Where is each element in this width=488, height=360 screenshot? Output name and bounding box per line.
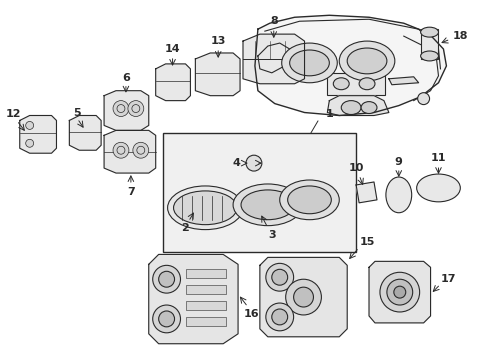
- Polygon shape: [368, 261, 429, 323]
- Circle shape: [26, 139, 34, 147]
- Ellipse shape: [233, 184, 302, 226]
- Text: 13: 13: [210, 36, 225, 46]
- Polygon shape: [69, 116, 101, 150]
- Text: 4: 4: [232, 158, 240, 168]
- Text: 17: 17: [440, 274, 455, 284]
- Circle shape: [386, 279, 412, 305]
- Text: 11: 11: [430, 153, 446, 163]
- Circle shape: [113, 142, 129, 158]
- Text: 3: 3: [267, 230, 275, 239]
- Ellipse shape: [333, 78, 348, 90]
- Text: 15: 15: [359, 237, 374, 247]
- Ellipse shape: [287, 186, 331, 214]
- Polygon shape: [326, 96, 388, 116]
- Ellipse shape: [279, 180, 339, 220]
- Bar: [186, 269, 225, 278]
- Circle shape: [158, 271, 174, 287]
- Bar: [186, 317, 225, 326]
- Circle shape: [293, 287, 313, 307]
- Ellipse shape: [281, 43, 337, 83]
- Ellipse shape: [289, 50, 328, 76]
- Polygon shape: [104, 130, 155, 173]
- Polygon shape: [355, 182, 376, 203]
- Text: 14: 14: [164, 44, 180, 54]
- Circle shape: [152, 265, 180, 293]
- Polygon shape: [254, 15, 446, 116]
- Text: 1: 1: [325, 108, 332, 118]
- Circle shape: [113, 100, 129, 117]
- Circle shape: [158, 311, 174, 327]
- Circle shape: [245, 155, 262, 171]
- Ellipse shape: [346, 48, 386, 74]
- Text: 7: 7: [127, 187, 135, 197]
- Text: 2: 2: [181, 222, 189, 233]
- Bar: [186, 301, 225, 310]
- Bar: [163, 133, 355, 252]
- Polygon shape: [259, 257, 346, 337]
- Ellipse shape: [385, 177, 411, 213]
- Ellipse shape: [360, 102, 376, 113]
- Ellipse shape: [173, 191, 237, 225]
- Polygon shape: [257, 43, 289, 73]
- Polygon shape: [104, 91, 148, 130]
- Text: 5: 5: [73, 108, 81, 117]
- Bar: [326, 73, 384, 95]
- Circle shape: [128, 100, 143, 117]
- Text: 16: 16: [244, 309, 259, 319]
- Polygon shape: [388, 77, 418, 85]
- Ellipse shape: [358, 78, 374, 90]
- Text: 10: 10: [348, 163, 363, 173]
- Ellipse shape: [416, 174, 459, 202]
- Circle shape: [379, 272, 419, 312]
- Polygon shape: [243, 34, 304, 84]
- Ellipse shape: [420, 27, 438, 37]
- Text: 8: 8: [269, 16, 277, 26]
- Circle shape: [26, 121, 34, 129]
- Circle shape: [285, 279, 321, 315]
- Polygon shape: [20, 116, 56, 153]
- Circle shape: [417, 93, 428, 105]
- Circle shape: [133, 142, 148, 158]
- Text: 12: 12: [6, 108, 21, 118]
- Ellipse shape: [167, 186, 243, 230]
- Circle shape: [271, 269, 287, 285]
- Circle shape: [393, 286, 405, 298]
- Text: 9: 9: [394, 157, 402, 167]
- Polygon shape: [195, 53, 240, 96]
- Circle shape: [271, 309, 287, 325]
- Ellipse shape: [420, 51, 438, 61]
- Circle shape: [152, 305, 180, 333]
- Text: 6: 6: [122, 73, 130, 83]
- Text: 18: 18: [452, 31, 467, 41]
- Ellipse shape: [341, 100, 360, 114]
- Circle shape: [265, 303, 293, 331]
- Ellipse shape: [241, 190, 294, 220]
- Bar: [186, 285, 225, 294]
- Circle shape: [265, 264, 293, 291]
- Polygon shape: [155, 64, 190, 100]
- Bar: [420, 29, 438, 59]
- Polygon shape: [148, 255, 238, 344]
- Ellipse shape: [339, 41, 394, 81]
